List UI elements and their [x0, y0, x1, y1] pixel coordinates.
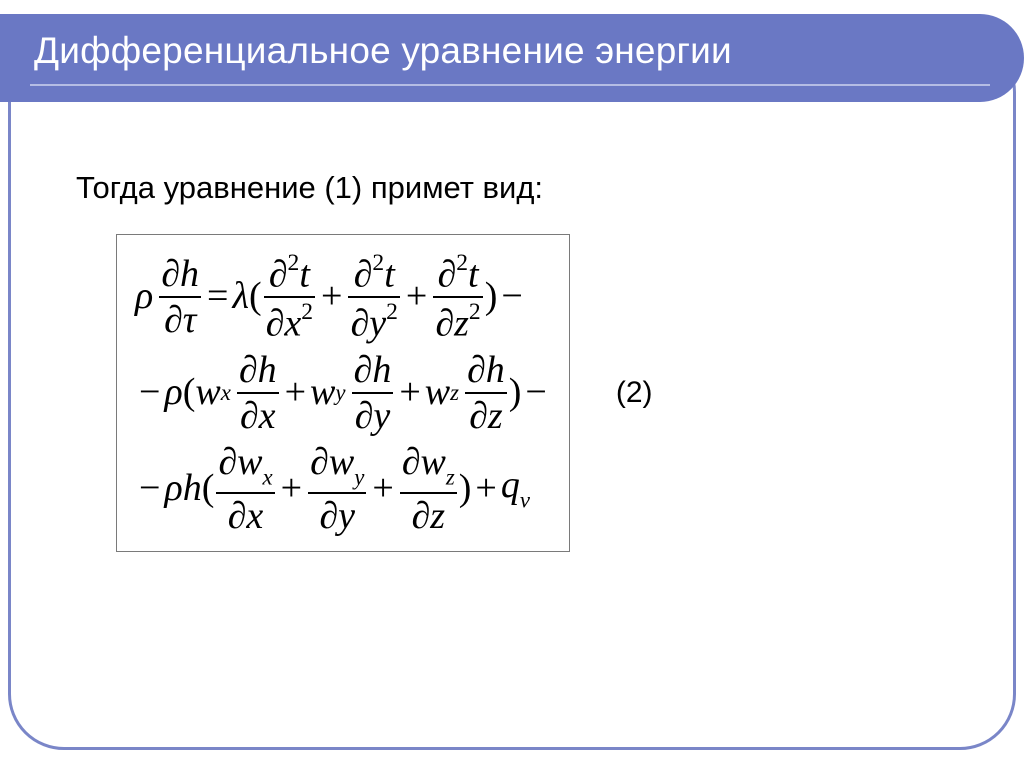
- title-bar: Дифференциальное уравнение энергии: [0, 14, 1024, 102]
- equation-box: ρ ∂h ∂τ = λ ( ∂2t ∂x2: [116, 234, 570, 552]
- slide-content: Тогда уравнение (1) примет вид: ρ ∂h ∂τ …: [70, 170, 950, 552]
- title-underline: [30, 84, 990, 86]
- equation-line-1: ρ ∂h ∂τ = λ ( ∂2t ∂x2: [135, 249, 551, 345]
- frac-dh-dy: ∂h ∂y: [352, 351, 394, 435]
- frac-dh-dz: ∂h ∂z: [465, 351, 507, 435]
- frac-dwx-dx: ∂wx ∂x: [216, 443, 274, 535]
- frac-d2t-dx2: ∂2t ∂x2: [264, 252, 315, 343]
- sym-eq: =: [203, 277, 232, 317]
- intro-text: Тогда уравнение (1) примет вид:: [70, 170, 950, 206]
- frac-d2t-dz2: ∂2t ∂z2: [433, 252, 482, 343]
- slide-title: Дифференциальное уравнение энергии: [0, 14, 732, 72]
- frac-dwz-dz: ∂wz ∂z: [400, 443, 457, 535]
- frac-dh-dtau: ∂h ∂τ: [159, 255, 201, 339]
- frac-dwy-dy: ∂wy ∂y: [308, 443, 366, 535]
- equation-line-2: − ρ ( wx ∂h ∂x + wy: [135, 345, 551, 441]
- slide: Дифференциальное уравнение энергии Тогда…: [0, 0, 1024, 767]
- sym-qv: qv: [501, 466, 530, 512]
- equation: ρ ∂h ∂τ = λ ( ∂2t ∂x2: [135, 249, 551, 537]
- equation-line-3: − ρ h ( ∂wx ∂x + ∂wy ∂y: [135, 441, 551, 537]
- equation-wrapper: ρ ∂h ∂τ = λ ( ∂2t ∂x2: [70, 234, 950, 552]
- frac-d2t-dy2: ∂2t ∂y2: [348, 252, 399, 343]
- sym-lambda: λ: [232, 277, 248, 317]
- sym-rho: ρ: [135, 277, 153, 317]
- equation-number: (2): [616, 376, 653, 410]
- frac-dh-dx: ∂h ∂x: [237, 351, 279, 435]
